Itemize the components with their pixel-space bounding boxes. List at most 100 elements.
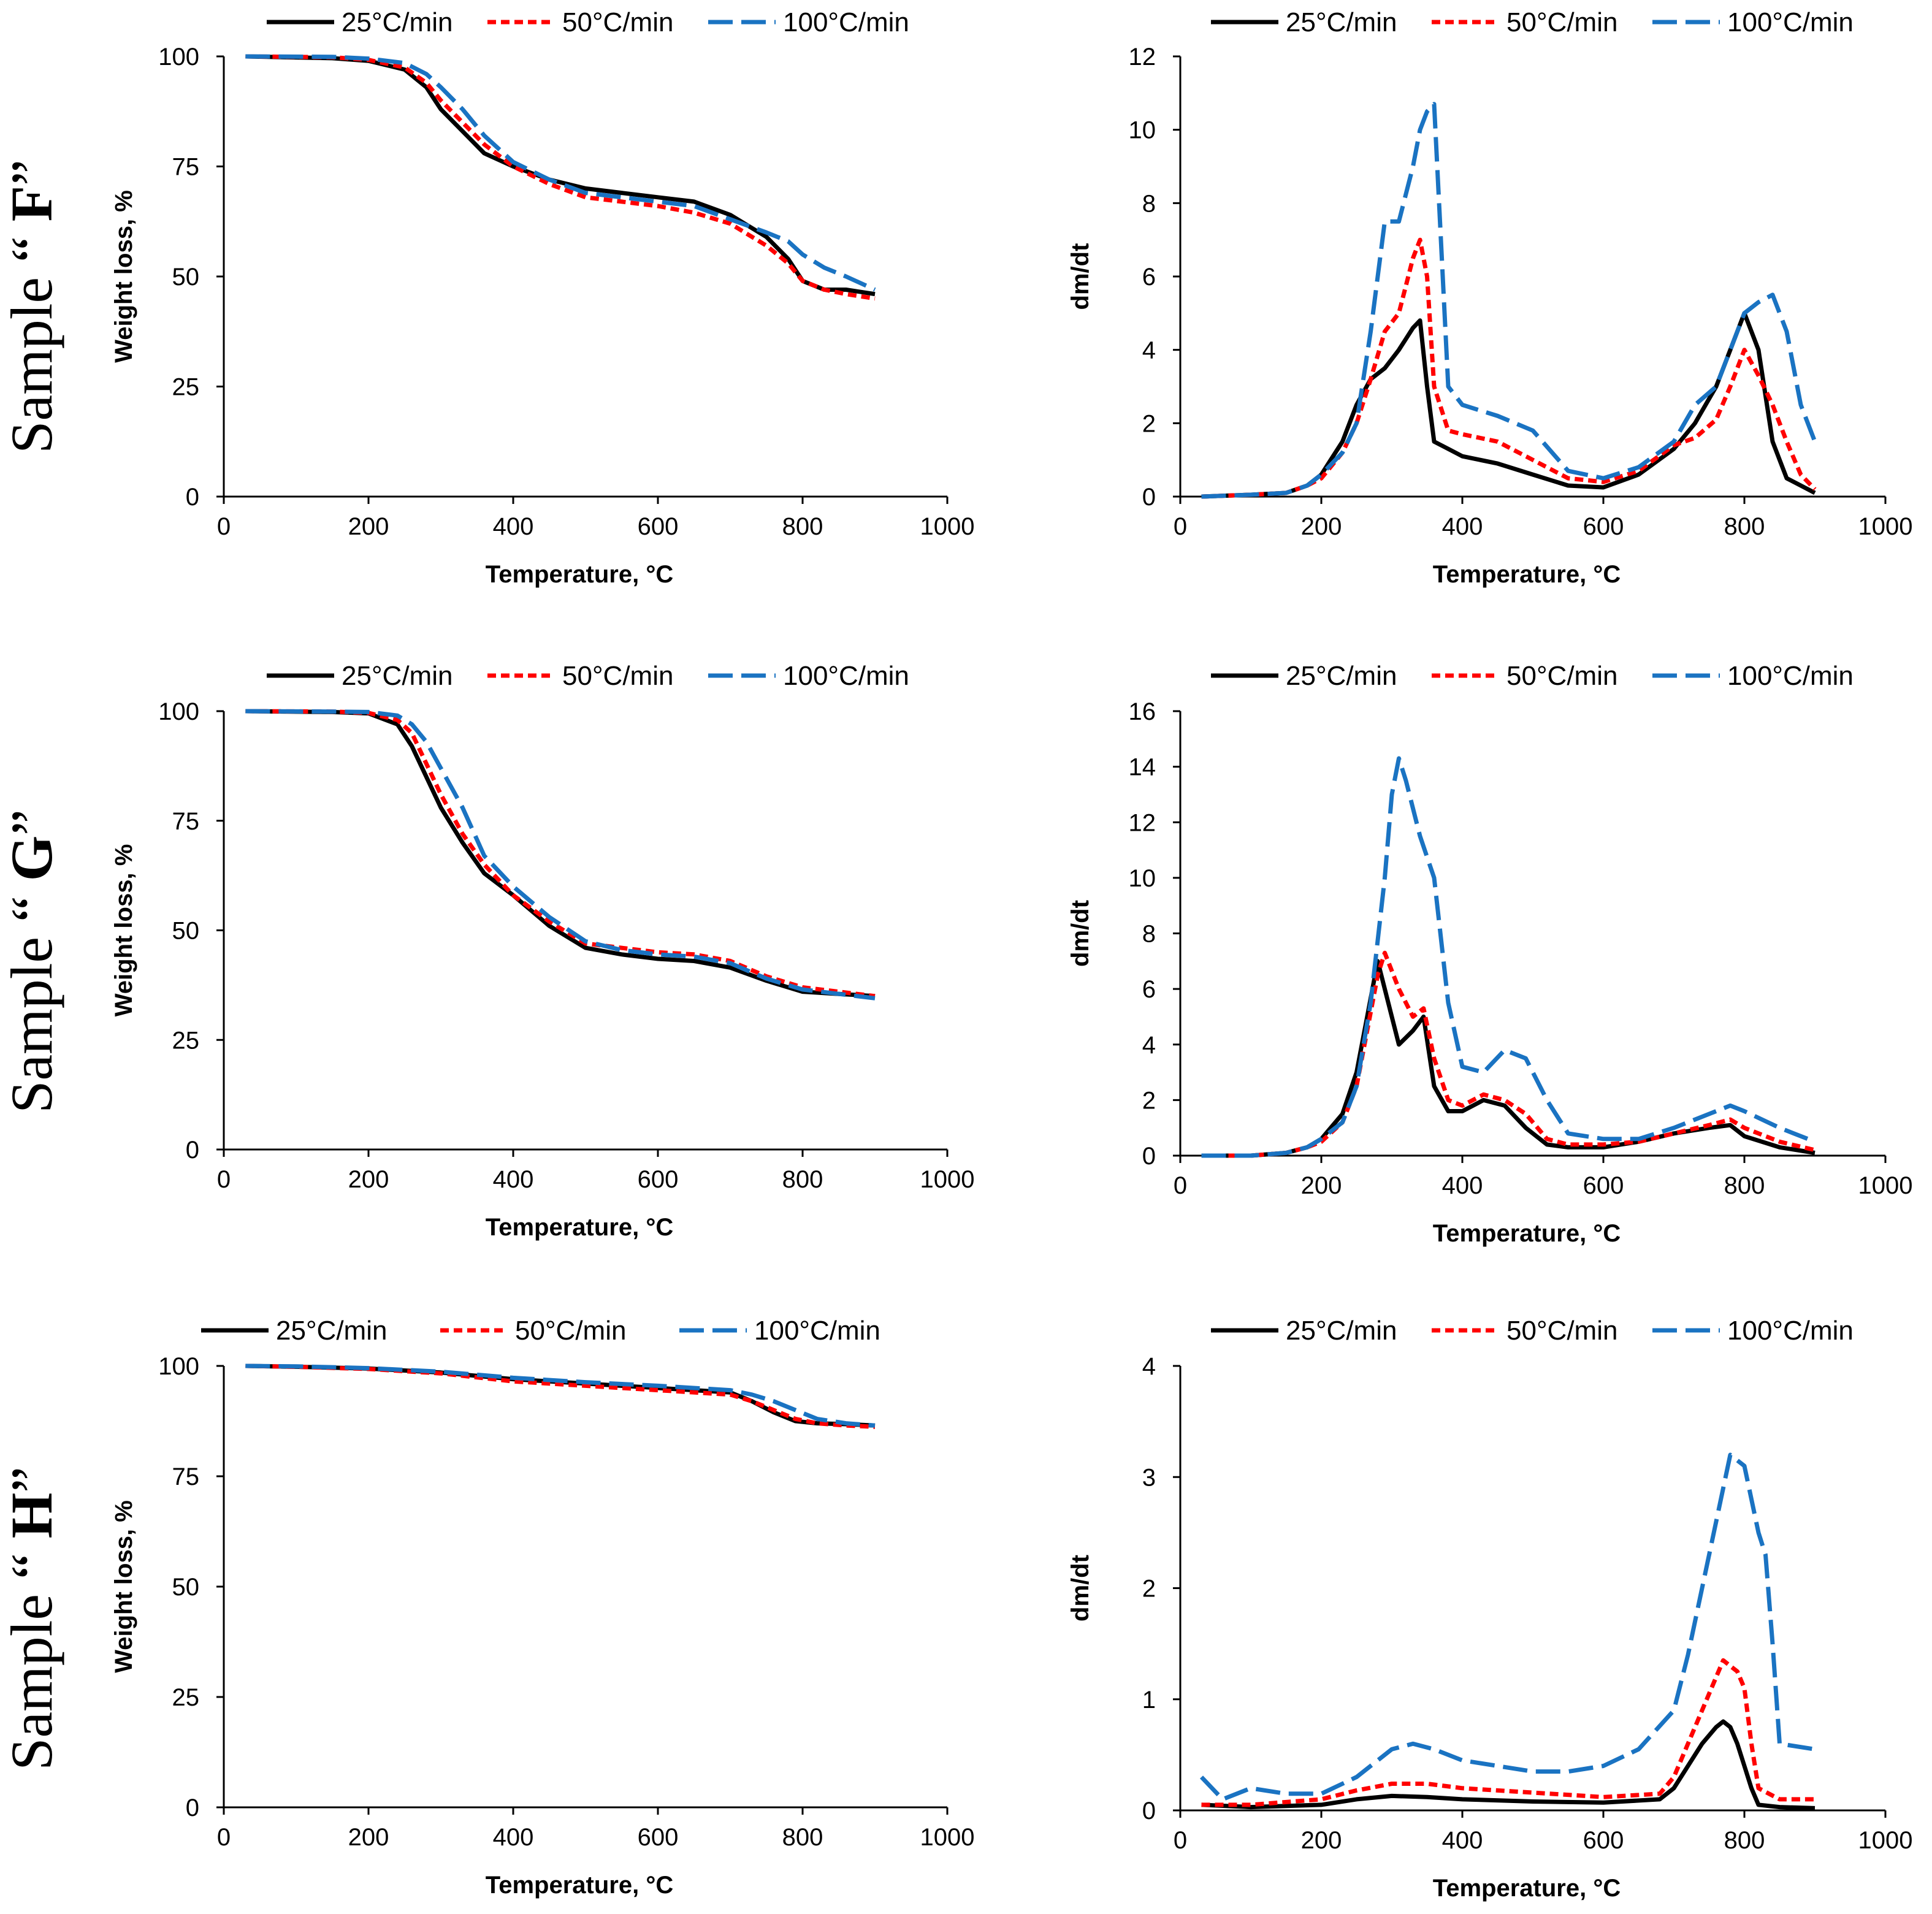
series-line-25 — [1201, 1719, 1816, 1810]
x-tick-label: 600 — [638, 513, 679, 540]
y-tick-label: 0 — [1142, 484, 1156, 511]
legend-label: 50°C/min — [562, 7, 673, 37]
legend-label: 100°C/min — [783, 7, 909, 37]
y-tick-label: 100 — [158, 44, 199, 71]
x-tick-label: 0 — [217, 1166, 231, 1193]
x-tick-label: 600 — [1583, 1172, 1624, 1199]
legend-label: 50°C/min — [515, 1316, 626, 1346]
series-line-100 — [245, 54, 876, 292]
series-line-100 — [1201, 102, 1817, 499]
y-tick-label: 12 — [1129, 44, 1156, 71]
x-axis-title: Temperature, °C — [1433, 1220, 1621, 1247]
y-tick-label: 10 — [1129, 117, 1156, 144]
y-tick-label: 4 — [1142, 337, 1156, 364]
x-tick-label: 600 — [638, 1824, 679, 1851]
legend-label: 25°C/min — [342, 661, 452, 691]
series-line-50 — [245, 709, 876, 999]
y-tick-label: 3 — [1142, 1464, 1156, 1491]
x-tick-label: 800 — [1724, 1827, 1765, 1854]
y-tick-label: 16 — [1129, 698, 1156, 725]
y-tick-label: 6 — [1142, 976, 1156, 1003]
y-tick-label: 8 — [1142, 921, 1156, 948]
series-line-25 — [245, 1363, 876, 1428]
x-tick-label: 400 — [1442, 513, 1483, 540]
legend-label: 100°C/min — [754, 1316, 880, 1346]
x-tick-label: 600 — [638, 1166, 679, 1193]
y-axis-title: Weight loss, % — [110, 1500, 137, 1673]
legend: 25°C/min 50°C/min 100°C/min — [267, 7, 909, 37]
x-tick-label: 200 — [348, 1824, 389, 1851]
x-tick-label: 1000 — [1858, 1827, 1913, 1854]
x-tick-label: 200 — [348, 1166, 389, 1193]
x-tick-label: 1000 — [920, 1166, 975, 1193]
x-tick-label: 0 — [217, 1824, 231, 1851]
y-tick-label: 14 — [1129, 754, 1156, 781]
legend-label: 25°C/min — [1286, 661, 1397, 691]
x-tick-label: 1000 — [920, 1824, 975, 1851]
y-tick-label: 0 — [186, 484, 199, 511]
x-tick-label: 800 — [1724, 513, 1765, 540]
y-tick-label: 50 — [172, 264, 200, 291]
y-tick-label: 0 — [1142, 1798, 1156, 1824]
y-tick-label: 25 — [172, 374, 200, 401]
legend-label: 25°C/min — [276, 1316, 387, 1346]
chart-g-dtg: 0 200 400 600 800 1000 0 2 4 6 8 10 12 14 16 Temperatur… — [1067, 661, 1912, 1247]
y-tick-label: 100 — [158, 1353, 199, 1380]
svg-text:Sample “ H”: Sample “ H” — [0, 1466, 64, 1771]
x-tick-label: 1000 — [1858, 1172, 1913, 1199]
y-tick-label: 2 — [1142, 410, 1156, 437]
y-tick-label: 75 — [172, 154, 200, 181]
y-tick-label: 0 — [186, 1794, 199, 1821]
legend: 25°C/min 50°C/min 100°C/min — [1211, 661, 1854, 691]
x-tick-label: 200 — [1301, 1827, 1342, 1854]
y-axis-title: dm/dt — [1067, 1555, 1094, 1622]
legend-label: 50°C/min — [1506, 1316, 1617, 1346]
y-tick-label: 4 — [1142, 1032, 1156, 1059]
legend-label: 25°C/min — [1286, 7, 1397, 37]
y-axis-title: dm/dt — [1067, 900, 1094, 967]
legend-label: 100°C/min — [783, 661, 909, 691]
legend: 25°C/min 50°C/min 100°C/min — [1211, 1316, 1854, 1346]
y-tick-label: 75 — [172, 808, 200, 835]
legend: 25°C/min 50°C/min 100°C/min — [201, 1316, 880, 1346]
legend-label: 50°C/min — [1506, 7, 1617, 37]
sample-label-g: Sample “ G” — [0, 809, 64, 1113]
series-line-50 — [245, 54, 876, 301]
legend: 25°C/min 50°C/min 100°C/min — [267, 661, 909, 691]
y-tick-label: 25 — [172, 1027, 200, 1054]
y-tick-label: 10 — [1129, 865, 1156, 892]
x-tick-label: 200 — [348, 513, 389, 540]
x-tick-label: 1000 — [920, 513, 975, 540]
y-tick-label: 1 — [1142, 1687, 1156, 1714]
y-tick-label: 50 — [172, 918, 200, 945]
sample-label-h: Sample “ H” — [0, 1466, 64, 1771]
y-axis-title: Weight loss, % — [110, 190, 137, 363]
x-axis-title: Temperature, °C — [486, 1214, 673, 1241]
x-tick-label: 800 — [1724, 1172, 1765, 1199]
x-tick-label: 400 — [1442, 1172, 1483, 1199]
y-tick-label: 4 — [1142, 1353, 1156, 1380]
y-tick-label: 2 — [1142, 1087, 1156, 1114]
chart-h-dtg: 0 200 400 600 800 1000 0 1 2 3 4 Temperature, °C dm/… — [1067, 1316, 1912, 1902]
x-tick-label: 0 — [1174, 1827, 1187, 1854]
legend-label: 50°C/min — [562, 661, 673, 691]
x-tick-label: 400 — [493, 1824, 534, 1851]
y-tick-label: 0 — [1142, 1143, 1156, 1170]
x-tick-label: 200 — [1301, 513, 1342, 540]
y-axis-title: Weight loss, % — [110, 844, 137, 1017]
chart-h-tga: 0 200 400 600 800 1000 0 25 50 75 100 Temperature, … — [110, 1316, 974, 1899]
x-tick-label: 600 — [1583, 513, 1624, 540]
x-tick-label: 800 — [782, 1166, 823, 1193]
series-line-100 — [245, 709, 876, 1001]
x-tick-label: 800 — [782, 513, 823, 540]
x-axis-title: Temperature, °C — [486, 1872, 673, 1899]
legend-label: 100°C/min — [1727, 7, 1854, 37]
chart-g-tga: 0 200 400 600 800 1000 0 25 50 75 100 Temperature, … — [110, 661, 974, 1241]
series-line-25 — [245, 709, 876, 999]
chart-f-tga: 0 200 400 600 800 1000 0 25 50 75 100 Temperature, … — [110, 7, 974, 588]
x-tick-label: 0 — [1174, 513, 1187, 540]
y-tick-label: 12 — [1129, 809, 1156, 836]
y-tick-label: 100 — [158, 698, 199, 725]
x-tick-label: 600 — [1583, 1827, 1624, 1854]
